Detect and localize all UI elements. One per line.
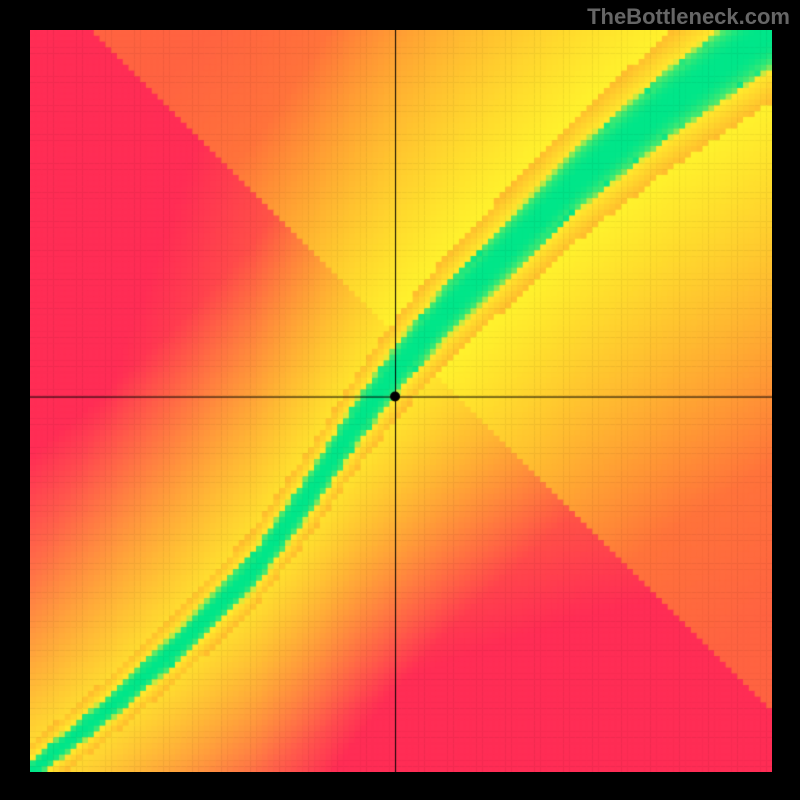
bottleneck-heatmap <box>30 30 772 772</box>
chart-container: TheBottleneck.com <box>0 0 800 800</box>
watermark-text: TheBottleneck.com <box>587 4 790 30</box>
